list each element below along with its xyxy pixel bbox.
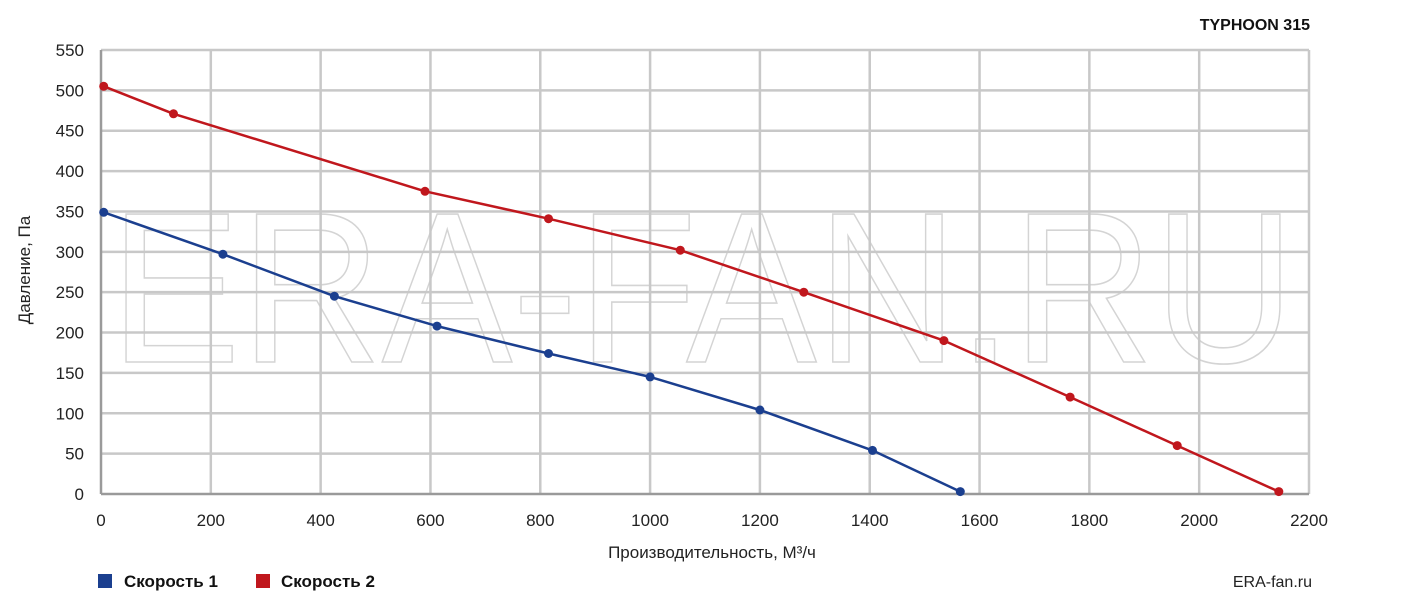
legend: Скорость 1 Скорость 2 — [98, 572, 375, 591]
x-tick-label: 1000 — [631, 511, 669, 530]
y-tick-label: 100 — [56, 404, 84, 423]
data-point — [218, 249, 228, 259]
x-tick-label: 0 — [96, 511, 105, 530]
y-tick-label: 400 — [56, 162, 84, 181]
x-tick-label: 1600 — [961, 511, 999, 530]
y-tick-label: 50 — [65, 445, 84, 464]
x-tick-label: 400 — [306, 511, 334, 530]
data-point — [755, 405, 765, 415]
watermark: ERA-FAN.RU — [110, 167, 1295, 408]
x-tick-label: 800 — [526, 511, 554, 530]
legend-swatch-speed-2 — [256, 574, 270, 588]
x-tick-label: 600 — [416, 511, 444, 530]
axes — [99, 50, 1309, 496]
x-tick-label: 2200 — [1290, 511, 1328, 530]
legend-label-speed-1: Скорость 1 — [124, 572, 218, 591]
data-point — [675, 245, 685, 255]
data-point — [1065, 392, 1075, 402]
tick-labels: 0 200 400 600 800 1000 1200 1400 1600 1800 2000 220… — [56, 41, 1328, 530]
data-point — [544, 214, 553, 224]
y-tick-label: 150 — [56, 364, 84, 383]
y-tick-label: 550 — [56, 41, 84, 60]
series-line — [103, 85, 1280, 493]
y-axis-label: Давление, Па — [15, 215, 34, 324]
data-point — [645, 372, 655, 382]
grid — [101, 48, 1311, 494]
y-tick-label: 200 — [56, 324, 84, 343]
series-speed-1 — [99, 207, 965, 497]
data-point — [420, 186, 430, 196]
data-point — [544, 349, 553, 358]
data-point — [1172, 441, 1182, 451]
x-axis-label: Производительность, М³/ч — [608, 543, 816, 562]
y-tick-label: 500 — [56, 81, 84, 100]
data-point — [432, 321, 442, 331]
y-tick-label: 300 — [56, 243, 84, 262]
data-point — [99, 81, 109, 91]
series-speed-2 — [99, 81, 1284, 497]
data-point — [939, 336, 949, 346]
y-tick-label: 0 — [75, 485, 84, 504]
data-point — [329, 291, 339, 301]
x-tick-label: 1400 — [851, 511, 889, 530]
x-tick-label: 1200 — [741, 511, 779, 530]
data-point — [799, 287, 809, 297]
x-tick-label: 200 — [197, 511, 225, 530]
data-point — [99, 207, 109, 217]
x-tick-label: 1800 — [1070, 511, 1108, 530]
y-tick-label: 350 — [56, 202, 84, 221]
legend-swatch-speed-1 — [98, 574, 112, 588]
legend-label-speed-2: Скорость 2 — [281, 572, 375, 591]
site-label: ERA-fan.ru — [1233, 574, 1312, 591]
chart-title: TYPHOON 315 — [1200, 17, 1310, 34]
data-point — [169, 109, 178, 119]
series-lines — [99, 81, 1284, 497]
y-tick-label: 250 — [56, 283, 84, 302]
data-point — [955, 487, 965, 497]
data-point — [868, 445, 877, 455]
y-tick-label: 450 — [56, 122, 84, 141]
data-point — [1274, 487, 1284, 497]
x-tick-label: 2000 — [1180, 511, 1218, 530]
